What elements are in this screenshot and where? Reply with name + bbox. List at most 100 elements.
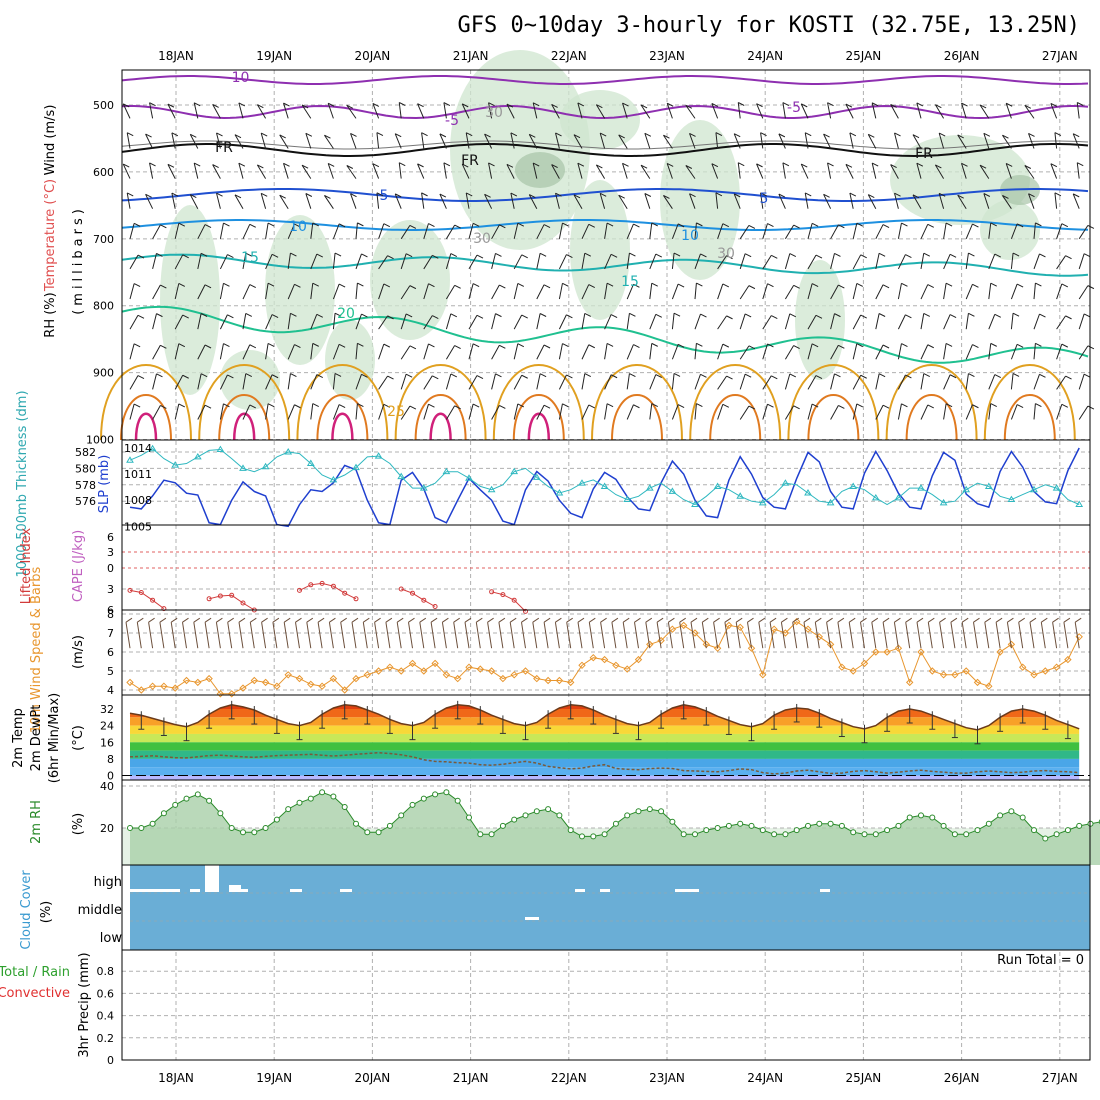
- wind10-barb: [227, 622, 233, 649]
- cloud-level-high: high: [94, 875, 122, 890]
- wind-barb: [1050, 103, 1058, 119]
- wind10-barb: [837, 622, 843, 649]
- rh2m-marker: [477, 831, 484, 838]
- wind-barb-flag: [555, 132, 562, 137]
- wind-barb: [717, 255, 727, 270]
- wind-barb: [852, 403, 858, 420]
- wind-barb-flag: [733, 133, 741, 138]
- wind-barb: [528, 194, 538, 209]
- wind-barb-flag: [778, 193, 786, 198]
- wind-barb-flag: [577, 162, 585, 167]
- wind10-barb-flag: [882, 617, 890, 623]
- wind-barb: [823, 194, 832, 209]
- wind-barb-flag: [182, 314, 189, 319]
- cloud-title: Cloud Cover: [19, 870, 34, 950]
- wind-barb: [965, 404, 973, 420]
- wind-barb: [875, 224, 884, 240]
- wind-barb-flag: [160, 344, 167, 349]
- wind10-marker: [431, 659, 439, 668]
- wind-barb-flag: [450, 253, 458, 257]
- wind-barb-flag: [350, 193, 357, 198]
- wind-barb: [242, 404, 251, 420]
- wind-barb: [961, 163, 967, 179]
- rh2m-marker: [138, 825, 145, 831]
- wind10-barb: [498, 622, 504, 649]
- wind-barb-flag: [801, 163, 808, 168]
- wind-barb-flag: [890, 164, 897, 169]
- wind-barb: [423, 315, 433, 330]
- thickness-marker: [713, 482, 722, 489]
- wind-barb: [242, 344, 251, 360]
- wind10-barb-flag: [1074, 617, 1082, 623]
- wind-barb-flag: [145, 193, 152, 198]
- wind-barb: [671, 223, 679, 239]
- wind-barb-flag: [606, 343, 614, 347]
- tick-label: 1014: [124, 442, 152, 455]
- wind10-marker: [273, 682, 281, 690]
- wind-barb-flag: [738, 162, 745, 167]
- wind-barb-flag: [312, 403, 319, 408]
- wind10-barb: [747, 622, 752, 649]
- wind10-barb: [554, 622, 560, 649]
- rh-2m-panel: [122, 785, 1100, 865]
- wind10-barb-flag: [939, 617, 946, 623]
- wind-barb: [193, 102, 199, 119]
- wind-barb: [443, 102, 447, 119]
- wind-barb: [649, 283, 653, 300]
- rh2m-marker: [217, 810, 224, 817]
- wind-barb: [346, 104, 357, 119]
- wind-barb: [849, 192, 854, 209]
- wind-barb: [145, 133, 154, 149]
- thickness-marker: [645, 484, 654, 491]
- wind-barb-flag: [990, 342, 997, 347]
- wind10-barb-flag: [1052, 617, 1059, 623]
- wind-barb-flag: [200, 373, 208, 378]
- wind-barb-flag: [789, 373, 797, 378]
- wind10-barb: [1052, 622, 1058, 649]
- wind-barb: [739, 313, 746, 330]
- wind-barb: [129, 403, 135, 420]
- li-point: [161, 606, 167, 612]
- wind-barb-flag: [409, 285, 417, 290]
- tick-label: 4: [107, 684, 114, 697]
- cloud-gap: [190, 889, 200, 892]
- wind-barb-flag: [476, 375, 484, 379]
- wind-barb-flag: [399, 162, 406, 167]
- tick-label: 6: [107, 531, 114, 544]
- wind-barb: [439, 133, 447, 149]
- wind-barb-flag: [990, 222, 997, 227]
- rh2m-marker: [545, 806, 552, 813]
- wind-barb: [1056, 283, 1063, 300]
- wind-barb-flag: [510, 132, 518, 137]
- thickness-marker: [329, 475, 338, 483]
- wind-barb: [689, 133, 696, 149]
- rh2m-marker: [601, 831, 608, 838]
- wind-barb: [640, 164, 651, 179]
- wind-barb-flag: [629, 312, 636, 317]
- wind-barb: [355, 222, 358, 239]
- wind10-barb-flag: [928, 617, 935, 623]
- wind10-marker: [148, 682, 157, 690]
- thickness-marker: [1030, 485, 1038, 493]
- wind-barb: [622, 102, 628, 119]
- wind-barb-flag: [945, 343, 953, 347]
- wind-barb-flag: [257, 104, 264, 109]
- li-point: [150, 597, 156, 603]
- tick-label: 1005: [124, 520, 152, 533]
- wind-barb: [827, 162, 832, 179]
- wind-barb-flag: [1054, 192, 1062, 197]
- wind-barb-flag: [927, 284, 934, 288]
- wind-barb-flag: [562, 343, 569, 347]
- wind-barb-flag: [334, 252, 342, 257]
- wind10-barb-flag: [589, 617, 596, 623]
- wind10-marker: [1018, 663, 1027, 671]
- thickness-marker: [804, 489, 812, 496]
- wind-barb: [332, 252, 336, 269]
- wind-barb-flag: [178, 403, 186, 408]
- wind-barb-flag: [1050, 163, 1058, 168]
- wind-barb-flag: [599, 192, 607, 197]
- wind10-marker: [634, 655, 643, 664]
- wind-barb-flag: [834, 252, 841, 257]
- wind10-marker: [160, 682, 168, 690]
- wind-barb-flag: [756, 163, 763, 168]
